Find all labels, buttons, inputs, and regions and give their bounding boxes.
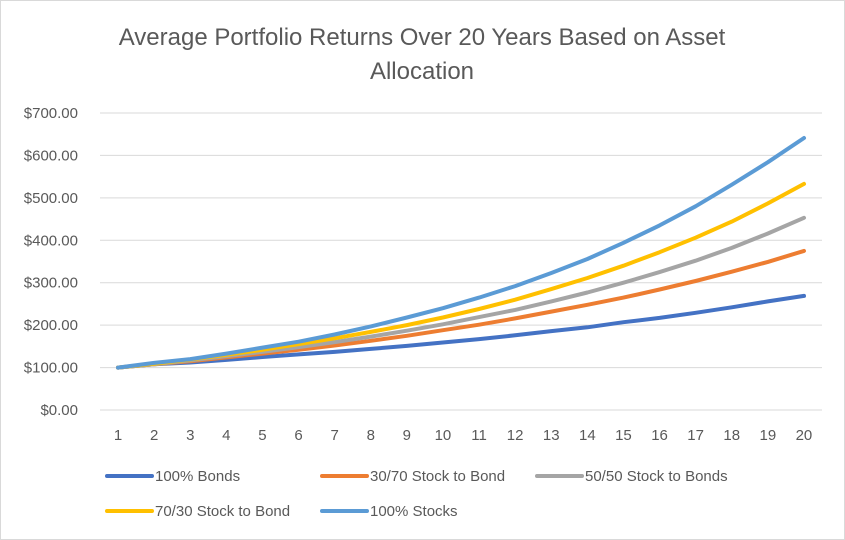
x-tick-label: 2 <box>150 427 158 444</box>
legend-label: 100% Stocks <box>370 503 458 520</box>
y-tick-label: $200.00 <box>24 317 78 334</box>
legend-label: 100% Bonds <box>155 468 240 485</box>
gridlines <box>100 112 822 411</box>
y-tick-label: $600.00 <box>24 147 78 164</box>
y-tick-label: $100.00 <box>24 360 78 377</box>
legend: 100% Bonds 30/70 Stock to Bond 50/50 Stock… <box>105 468 728 520</box>
x-tick-label: 18 <box>723 427 740 444</box>
y-tick-label: $500.00 <box>24 190 78 207</box>
x-tick-label: 10 <box>435 427 452 444</box>
x-tick-label: 13 <box>543 427 560 444</box>
legend-item-0: 100% Bonds <box>105 468 240 485</box>
x-tick-label: 5 <box>258 427 266 444</box>
series-lines <box>116 136 806 370</box>
series-line-4 <box>116 136 806 370</box>
x-tick-label: 4 <box>222 427 230 444</box>
y-axis-ticks: $0.00 $100.00 $200.00 $300.00 $400.00 $500.00… <box>24 105 78 419</box>
x-tick-label: 11 <box>471 427 487 444</box>
x-tick-label: 3 <box>186 427 194 444</box>
x-tick-label: 20 <box>796 427 813 444</box>
legend-item-1: 30/70 Stock to Bond <box>320 468 505 485</box>
y-tick-label: $400.00 <box>24 232 78 249</box>
x-tick-label: 9 <box>403 427 411 444</box>
series-line-1 <box>116 248 806 370</box>
x-tick-label: 17 <box>687 427 704 444</box>
y-tick-label: $300.00 <box>24 275 78 292</box>
x-tick-label: 16 <box>651 427 668 444</box>
x-tick-label: 12 <box>507 427 524 444</box>
x-tick-label: 1 <box>114 427 122 444</box>
legend-label: 50/50 Stock to Bonds <box>585 468 728 485</box>
chart-title-line-2: Allocation <box>370 58 474 85</box>
legend-item-4: 100% Stocks <box>320 503 458 520</box>
y-tick-label: $0.00 <box>40 402 78 419</box>
legend-label: 70/30 Stock to Bond <box>155 503 290 520</box>
y-tick-label: $700.00 <box>24 105 78 122</box>
x-tick-label: 8 <box>367 427 375 444</box>
legend-label: 30/70 Stock to Bond <box>370 468 505 485</box>
legend-item-2: 50/50 Stock to Bonds <box>535 468 728 485</box>
legend-item-3: 70/30 Stock to Bond <box>105 503 290 520</box>
x-tick-label: 7 <box>330 427 338 444</box>
x-tick-label: 6 <box>294 427 302 444</box>
x-tick-label: 15 <box>615 427 632 444</box>
chart-title-line-1: Average Portfolio Returns Over 20 Years … <box>119 24 726 51</box>
x-axis-ticks: 1 2 3 4 5 6 7 8 9 10 11 12 13 14 15 16 17 18 19 20 <box>114 427 812 444</box>
x-tick-label: 14 <box>579 427 596 444</box>
series-line-0 <box>116 293 806 370</box>
x-tick-label: 19 <box>760 427 777 444</box>
